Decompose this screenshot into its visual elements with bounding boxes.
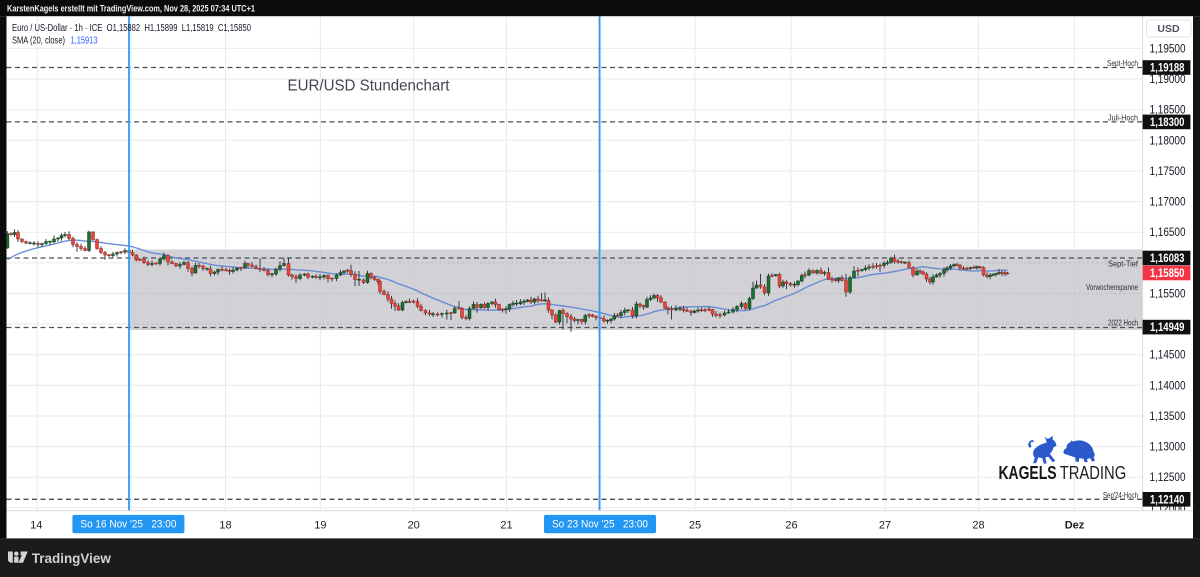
svg-text:2022 Hoch: 2022 Hoch <box>1108 318 1138 328</box>
svg-text:Sept-Hoch: Sept-Hoch <box>1107 58 1138 68</box>
svg-text:Sep′24-Hoch: Sep′24-Hoch <box>1103 490 1138 500</box>
svg-text:Dez: Dez <box>1065 520 1085 532</box>
svg-text:Juli-Hoch: Juli-Hoch <box>1108 113 1138 123</box>
svg-text:TRADING: TRADING <box>1060 463 1127 483</box>
svg-text:1,15500: 1,15500 <box>1150 288 1186 300</box>
svg-text:SMA (20, close): SMA (20, close) <box>12 36 65 47</box>
svg-text:1,15850: 1,15850 <box>1150 268 1185 280</box>
svg-text:1,18300: 1,18300 <box>1150 117 1185 129</box>
svg-text:1,14949: 1,14949 <box>1150 322 1185 334</box>
svg-text:Sept-Tief: Sept-Tief <box>1108 259 1139 269</box>
svg-text:1,17000: 1,17000 <box>1150 197 1186 209</box>
svg-text:21: 21 <box>500 520 512 532</box>
svg-text:1,14000: 1,14000 <box>1150 380 1186 392</box>
svg-text:1,19188: 1,19188 <box>1150 63 1185 75</box>
svg-text:20: 20 <box>408 520 420 532</box>
svg-text:14: 14 <box>30 520 42 532</box>
svg-text:26: 26 <box>785 520 797 532</box>
svg-text:KarstenKagels erstellt mit Tra: KarstenKagels erstellt mit TradingView.c… <box>7 4 256 15</box>
svg-text:Vorwochenspanne: Vorwochenspanne <box>1086 282 1138 292</box>
svg-text:19: 19 <box>314 520 326 532</box>
svg-text:USD: USD <box>1157 23 1180 35</box>
svg-text:18: 18 <box>219 520 231 532</box>
svg-text:Euro / US-Dollar · 1h · ICE O: Euro / US-Dollar · 1h · ICE O1,15882 H1,… <box>12 23 251 34</box>
svg-text:1,14500: 1,14500 <box>1150 350 1186 362</box>
svg-text:1,12500: 1,12500 <box>1150 472 1186 484</box>
svg-text:27: 27 <box>879 520 891 532</box>
svg-text:1,15913: 1,15913 <box>71 36 98 47</box>
svg-text:1,18000: 1,18000 <box>1150 135 1186 147</box>
svg-text:So 16 Nov ′25 23:00: So 16 Nov ′25 23:00 <box>80 519 176 531</box>
svg-text:KAGELS: KAGELS <box>999 463 1057 483</box>
svg-text:1,19000: 1,19000 <box>1150 74 1186 86</box>
svg-text:28: 28 <box>972 520 984 532</box>
svg-text:So 23 Nov ′25 23:00: So 23 Nov ′25 23:00 <box>552 519 648 531</box>
svg-text:1,13000: 1,13000 <box>1150 442 1186 454</box>
svg-text:EUR/USD Stundenchart: EUR/USD Stundenchart <box>288 78 451 95</box>
svg-text:TradingView: TradingView <box>32 550 111 566</box>
svg-text:1,16500: 1,16500 <box>1150 227 1186 239</box>
svg-text:25: 25 <box>689 520 701 532</box>
svg-text:1,12140: 1,12140 <box>1150 494 1185 506</box>
svg-text:1,13500: 1,13500 <box>1150 411 1186 423</box>
svg-text:1,18500: 1,18500 <box>1150 105 1186 117</box>
svg-text:1,17500: 1,17500 <box>1150 166 1186 178</box>
svg-text:1,19500: 1,19500 <box>1150 43 1186 55</box>
svg-text:1,16083: 1,16083 <box>1150 253 1185 265</box>
